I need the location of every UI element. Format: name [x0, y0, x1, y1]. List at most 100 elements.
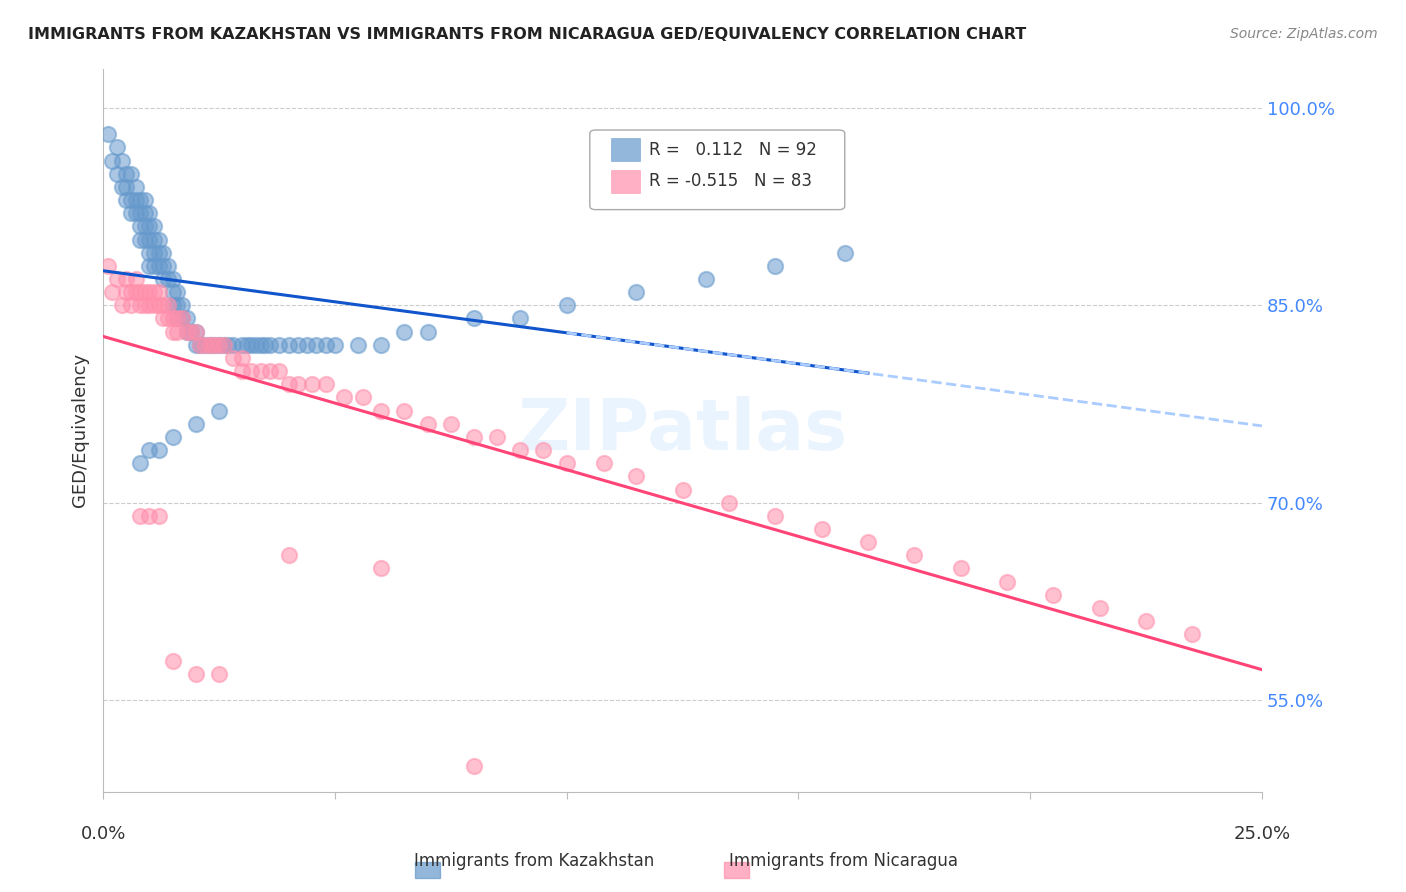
Point	[120, 298, 142, 312]
Point	[834, 245, 856, 260]
Point	[162, 272, 184, 286]
Point	[222, 351, 245, 365]
Point	[115, 180, 138, 194]
Point	[190, 338, 212, 352]
FancyBboxPatch shape	[610, 169, 640, 193]
FancyBboxPatch shape	[610, 138, 640, 161]
Point	[148, 508, 170, 523]
Point	[157, 259, 180, 273]
Point	[134, 219, 156, 234]
Point	[152, 245, 174, 260]
Y-axis label: GED/Equivalency: GED/Equivalency	[72, 353, 89, 508]
Point	[194, 338, 217, 352]
Point	[97, 259, 120, 273]
Point	[180, 325, 202, 339]
Point	[949, 561, 972, 575]
Point	[184, 325, 207, 339]
Point	[416, 417, 439, 431]
Point	[157, 272, 180, 286]
Point	[259, 338, 281, 352]
Point	[810, 522, 832, 536]
Point	[124, 285, 146, 300]
Point	[143, 298, 166, 312]
Point	[301, 377, 323, 392]
Point	[162, 311, 184, 326]
Point	[134, 193, 156, 207]
Point	[101, 153, 124, 168]
Point	[184, 325, 207, 339]
Point	[115, 167, 138, 181]
Point	[134, 285, 156, 300]
Point	[717, 496, 740, 510]
Point	[115, 285, 138, 300]
Point	[184, 338, 207, 352]
Text: ZIPatlas: ZIPatlas	[517, 396, 848, 465]
Point	[231, 364, 253, 378]
Point	[463, 311, 485, 326]
Point	[143, 219, 166, 234]
Point	[129, 193, 152, 207]
Point	[138, 298, 160, 312]
Point	[152, 298, 174, 312]
Text: Source: ZipAtlas.com: Source: ZipAtlas.com	[1230, 27, 1378, 41]
Point	[162, 654, 184, 668]
Point	[763, 508, 786, 523]
Point	[166, 325, 188, 339]
Point	[370, 403, 392, 417]
Point	[333, 391, 356, 405]
Point	[208, 403, 231, 417]
Text: Immigrants from Nicaragua: Immigrants from Nicaragua	[730, 852, 957, 870]
Point	[217, 338, 239, 352]
Point	[129, 298, 152, 312]
Point	[212, 338, 235, 352]
Point	[138, 443, 160, 458]
Point	[624, 285, 647, 300]
Point	[166, 285, 188, 300]
Text: IMMIGRANTS FROM KAZAKHSTAN VS IMMIGRANTS FROM NICARAGUA GED/EQUIVALENCY CORRELAT: IMMIGRANTS FROM KAZAKHSTAN VS IMMIGRANTS…	[28, 27, 1026, 42]
Point	[120, 206, 142, 220]
Point	[101, 285, 124, 300]
Point	[129, 285, 152, 300]
Point	[198, 338, 221, 352]
Point	[143, 259, 166, 273]
Point	[231, 351, 253, 365]
Point	[315, 377, 337, 392]
Point	[370, 338, 392, 352]
Point	[134, 233, 156, 247]
Point	[143, 285, 166, 300]
Point	[555, 456, 578, 470]
Point	[97, 128, 120, 142]
Point	[222, 338, 245, 352]
Point	[170, 298, 193, 312]
Point	[134, 206, 156, 220]
Point	[148, 259, 170, 273]
Point	[212, 338, 235, 352]
Text: Immigrants from Kazakhstan: Immigrants from Kazakhstan	[415, 852, 654, 870]
Point	[143, 245, 166, 260]
Point	[1042, 588, 1064, 602]
Point	[138, 206, 160, 220]
Point	[347, 338, 370, 352]
Point	[486, 430, 509, 444]
Point	[463, 759, 485, 773]
Point	[592, 456, 614, 470]
Point	[394, 325, 416, 339]
Point	[120, 167, 142, 181]
Point	[105, 272, 128, 286]
Point	[277, 338, 299, 352]
Point	[162, 285, 184, 300]
Point	[903, 549, 925, 563]
Point	[695, 272, 717, 286]
Point	[152, 311, 174, 326]
Point	[208, 666, 231, 681]
Point	[129, 233, 152, 247]
Point	[533, 443, 555, 458]
Point	[352, 391, 374, 405]
Point	[1135, 614, 1157, 628]
Point	[295, 338, 318, 352]
Point	[129, 206, 152, 220]
Point	[1088, 601, 1111, 615]
Point	[129, 456, 152, 470]
Point	[323, 338, 346, 352]
Point	[240, 364, 263, 378]
